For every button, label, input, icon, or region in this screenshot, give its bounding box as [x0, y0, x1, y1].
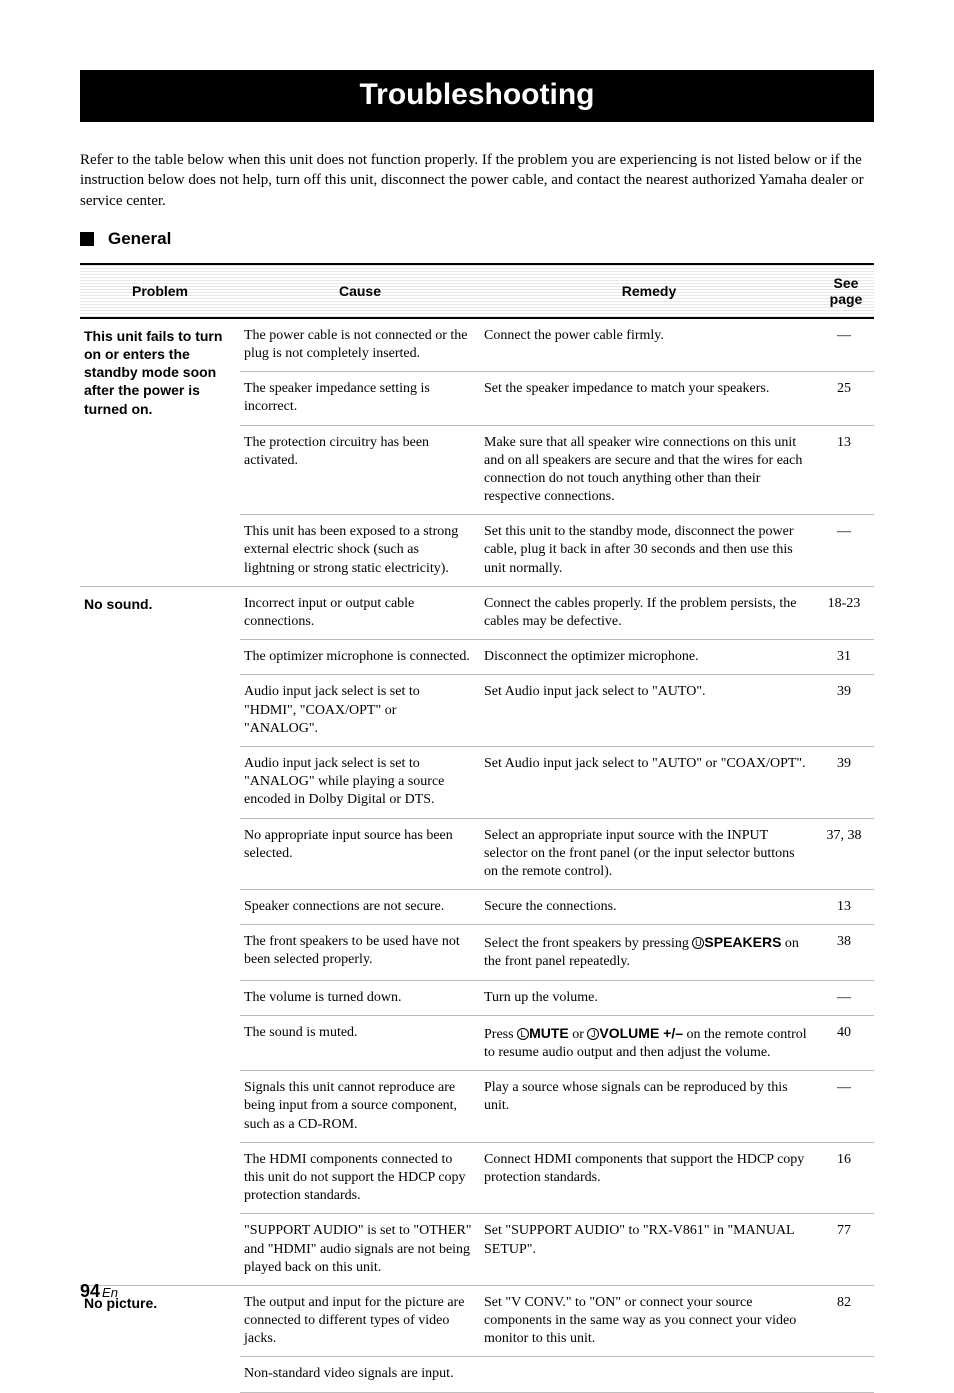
page-cell: 18-23 — [818, 587, 874, 640]
remedy-cell: Set Audio input jack select to "AUTO". — [480, 675, 818, 747]
page-cell: 39 — [818, 675, 874, 747]
page-footer: 94En — [80, 1281, 118, 1302]
cause-cell: The sound is muted. — [240, 1015, 480, 1070]
page-cell: 13 — [818, 425, 874, 515]
page-cell: — — [818, 980, 874, 1015]
table-row: This unit fails to turn on or enters the… — [80, 318, 874, 372]
cause-cell: Signals this unit cannot reproduce are b… — [240, 1071, 480, 1143]
page-cell: — — [818, 318, 874, 372]
page-title: Troubleshooting — [80, 70, 874, 122]
cause-cell: The power cable is not connected or the … — [240, 318, 480, 372]
cause-cell: Audio input jack select is set to "ANALO… — [240, 746, 480, 818]
table-row: No picture.The output and input for the … — [80, 1286, 874, 1357]
remedy-cell: Connect the power cable firmly. — [480, 318, 818, 372]
remedy-cell: Press LMUTE or JVOLUME +/– on the remote… — [480, 1015, 818, 1070]
page-cell: 38 — [818, 925, 874, 980]
page-number: 94 — [80, 1281, 100, 1301]
cause-cell: The front speakers to be used have not b… — [240, 925, 480, 980]
remedy-cell — [480, 1357, 818, 1392]
page-cell: 13 — [818, 890, 874, 925]
remedy-cell: Disconnect the optimizer microphone. — [480, 640, 818, 675]
header-problem: Problem — [80, 264, 240, 318]
page-cell: 77 — [818, 1214, 874, 1286]
section-label: General — [108, 229, 171, 249]
remedy-cell: Set "SUPPORT AUDIO" to "RX-V861" in "MAN… — [480, 1214, 818, 1286]
cause-cell: The volume is turned down. — [240, 980, 480, 1015]
bullet-square-icon — [80, 232, 94, 246]
header-cause: Cause — [240, 264, 480, 318]
cause-cell: The speaker impedance setting is incorre… — [240, 372, 480, 425]
page-cell: 16 — [818, 1142, 874, 1214]
remedy-cell: Set the speaker impedance to match your … — [480, 372, 818, 425]
cause-cell: No appropriate input source has been sel… — [240, 818, 480, 890]
page-cell: — — [818, 515, 874, 587]
page-cell: 31 — [818, 640, 874, 675]
troubleshooting-table: Problem Cause Remedy See page This unit … — [80, 263, 874, 1393]
cause-cell: This unit has been exposed to a strong e… — [240, 515, 480, 587]
intro-text: Refer to the table below when this unit … — [80, 150, 874, 211]
cause-cell: Incorrect input or output cable connecti… — [240, 587, 480, 640]
header-page: See page — [818, 264, 874, 318]
page-cell — [818, 1357, 874, 1392]
problem-cell: This unit fails to turn on or enters the… — [80, 318, 240, 587]
page-suffix: En — [102, 1285, 118, 1300]
cause-cell: "SUPPORT AUDIO" is set to "OTHER" and "H… — [240, 1214, 480, 1286]
remedy-cell: Set "V CONV." to "ON" or connect your so… — [480, 1286, 818, 1357]
section-heading: General — [80, 229, 874, 249]
cause-cell: The optimizer microphone is connected. — [240, 640, 480, 675]
remedy-cell: Turn up the volume. — [480, 980, 818, 1015]
problem-cell: No sound. — [80, 587, 240, 1286]
table-header-row: Problem Cause Remedy See page — [80, 264, 874, 318]
cause-cell: Non-standard video signals are input. — [240, 1357, 480, 1392]
cause-cell: The protection circuitry has been activa… — [240, 425, 480, 515]
cause-cell: Audio input jack select is set to "HDMI"… — [240, 675, 480, 747]
page-cell: 39 — [818, 746, 874, 818]
page-cell: 40 — [818, 1015, 874, 1070]
remedy-cell: Set Audio input jack select to "AUTO" or… — [480, 746, 818, 818]
page-cell: — — [818, 1071, 874, 1143]
remedy-cell: Secure the connections. — [480, 890, 818, 925]
page-cell: 82 — [818, 1286, 874, 1357]
table-row: No sound.Incorrect input or output cable… — [80, 587, 874, 640]
remedy-cell: Select an appropriate input source with … — [480, 818, 818, 890]
remedy-cell: Make sure that all speaker wire connecti… — [480, 425, 818, 515]
cause-cell: Speaker connections are not secure. — [240, 890, 480, 925]
remedy-cell: Connect the cables properly. If the prob… — [480, 587, 818, 640]
remedy-cell: Set this unit to the standby mode, disco… — [480, 515, 818, 587]
cause-cell: The HDMI components connected to this un… — [240, 1142, 480, 1214]
remedy-cell: Select the front speakers by pressing US… — [480, 925, 818, 980]
header-remedy: Remedy — [480, 264, 818, 318]
page-cell: 25 — [818, 372, 874, 425]
cause-cell: The output and input for the picture are… — [240, 1286, 480, 1357]
remedy-cell: Connect HDMI components that support the… — [480, 1142, 818, 1214]
remedy-cell: Play a source whose signals can be repro… — [480, 1071, 818, 1143]
page-cell: 37, 38 — [818, 818, 874, 890]
